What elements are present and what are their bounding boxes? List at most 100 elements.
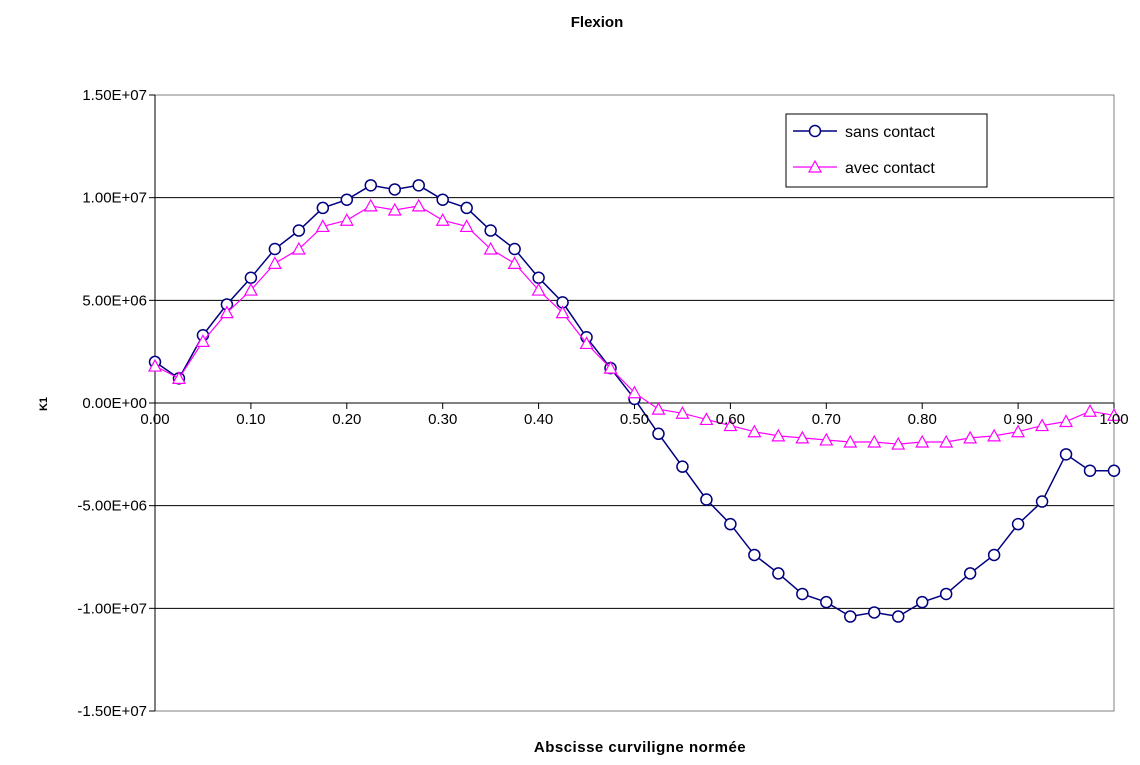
- data-point: [867, 434, 882, 448]
- data-point: [1107, 464, 1121, 478]
- data-point: [699, 412, 714, 426]
- y-tick-label: 1.00E+07: [82, 190, 147, 207]
- data-point: [291, 241, 306, 255]
- y-tick-label: -1.00E+07: [77, 600, 147, 617]
- data-point: [700, 493, 713, 506]
- data-point: [244, 271, 258, 284]
- x-tick-label: 0.80: [908, 411, 937, 428]
- data-point: [195, 334, 210, 347]
- data-point: [820, 595, 833, 609]
- data-point: [915, 434, 930, 448]
- data-point: [651, 401, 666, 415]
- x-axis-title: Abscisse curviligne normée: [534, 739, 746, 756]
- data-point: [507, 256, 522, 269]
- data-point: [676, 460, 689, 473]
- data-point: [459, 219, 474, 233]
- x-tick-label: 1.00: [1099, 411, 1128, 428]
- data-point: [1035, 495, 1049, 508]
- data-point: [147, 358, 163, 372]
- data-point: [315, 219, 330, 233]
- data-point: [219, 305, 234, 319]
- data-point: [939, 434, 954, 448]
- data-point: [963, 430, 978, 444]
- data-point: [868, 606, 881, 619]
- data-point: [891, 610, 905, 623]
- data-point: [963, 567, 977, 580]
- data-point: [1106, 408, 1122, 421]
- data-point: [436, 193, 449, 206]
- y-axis-title: K1: [38, 397, 50, 411]
- legend: sans contact avec contact: [785, 113, 988, 188]
- data-point: [316, 201, 330, 215]
- data-point: [819, 432, 834, 446]
- data-point: [484, 224, 497, 237]
- chart-title: Flexion: [571, 14, 624, 31]
- data-point: [339, 213, 354, 226]
- data-point: [675, 406, 690, 419]
- data-point: [243, 282, 258, 296]
- y-tick-label: 0.00E+00: [82, 395, 147, 412]
- data-point: [723, 418, 738, 432]
- x-tick-label: 0.10: [236, 411, 265, 428]
- x-tick-label: 0.70: [812, 411, 841, 428]
- tick-labels: 1.50E+07 1.00E+07 5.00E+06 0.00E+00 -5.00E+0…: [77, 87, 1128, 720]
- x-tick-label: 0.40: [524, 411, 553, 428]
- data-point: [508, 242, 521, 256]
- data-point: [388, 183, 401, 196]
- legend-box: [785, 113, 988, 188]
- data-point: [555, 305, 570, 319]
- data-point: [796, 587, 809, 601]
- data-point: [171, 371, 186, 384]
- data-point: [748, 548, 761, 562]
- data-point: [891, 436, 906, 450]
- y-tick-label: -1.50E+07: [77, 703, 147, 720]
- data-point: [603, 360, 618, 374]
- legend-label-avec-contact: avec contact: [845, 160, 935, 177]
- data-point: [987, 428, 1002, 442]
- series-group: [147, 179, 1122, 623]
- data-point: [532, 271, 545, 284]
- x-tick-label: 0.30: [428, 411, 457, 428]
- y-tick-label: 5.00E+06: [82, 292, 147, 309]
- data-point: [1059, 448, 1073, 461]
- data-point: [939, 587, 953, 601]
- legend-marker-sans-contact: [808, 124, 822, 138]
- data-point: [483, 241, 498, 255]
- x-tick-label: 0.90: [1003, 411, 1032, 428]
- data-point: [579, 336, 594, 350]
- data-point: [411, 198, 426, 212]
- data-point: [268, 242, 282, 256]
- data-point: [724, 517, 737, 531]
- series-sans-contact: [148, 179, 1121, 623]
- data-point: [844, 610, 857, 623]
- data-point: [1035, 418, 1050, 432]
- data-point: [915, 595, 929, 609]
- x-tick-label: 0.50: [620, 411, 649, 428]
- data-point: [435, 213, 450, 226]
- data-point: [340, 193, 354, 206]
- y-tick-label: 1.50E+07: [82, 87, 147, 104]
- data-point: [460, 201, 473, 215]
- data-point: [652, 427, 665, 441]
- data-point: [267, 256, 282, 269]
- data-point: [387, 202, 402, 216]
- data-point: [843, 434, 858, 448]
- legend-label-sans-contact: sans contact: [845, 124, 935, 141]
- data-point: [747, 424, 762, 438]
- legend-marker-avec-contact: [807, 159, 823, 173]
- data-point: [771, 428, 786, 442]
- data-point: [1059, 414, 1074, 428]
- x-tick-label: 0.00: [140, 411, 169, 428]
- gridlines: [155, 197, 1114, 609]
- data-point: [987, 548, 1001, 562]
- series-avec-contact: [147, 198, 1122, 450]
- data-point: [292, 224, 306, 237]
- data-point: [531, 282, 546, 296]
- data-point: [627, 385, 642, 399]
- data-point: [1011, 517, 1025, 531]
- data-point: [1011, 424, 1026, 438]
- data-point: [363, 198, 378, 212]
- data-point: [412, 179, 425, 192]
